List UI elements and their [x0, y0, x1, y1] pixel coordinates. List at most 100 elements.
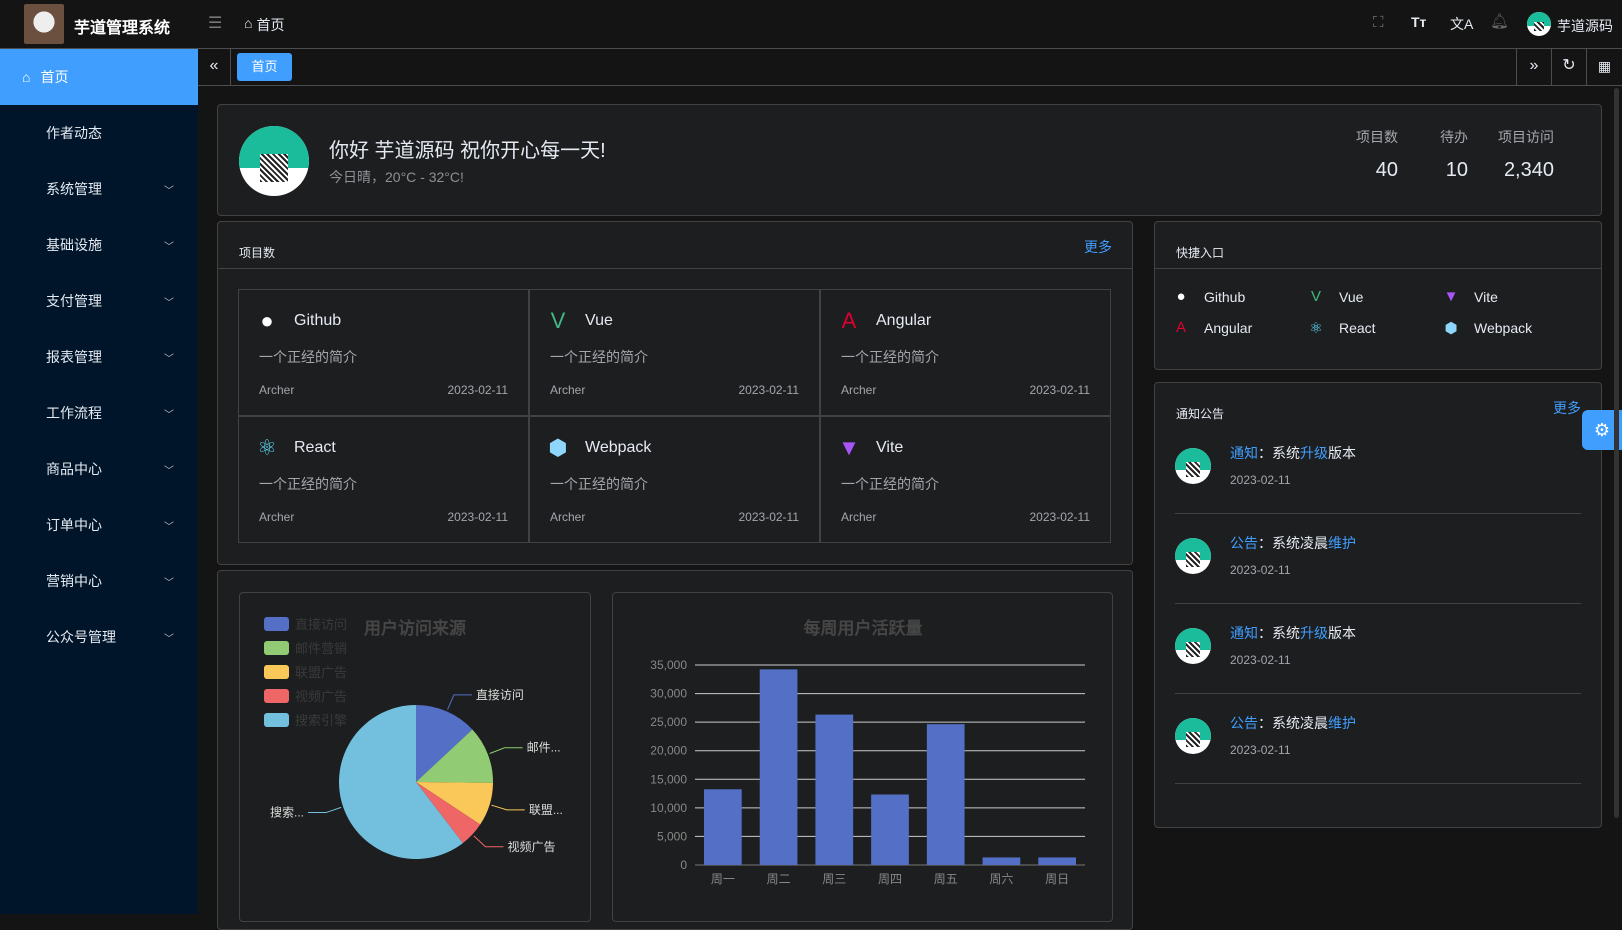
shortcut-link[interactable]: ⬢ Webpack	[1442, 319, 1532, 337]
scroll-left-icon[interactable]: «	[198, 49, 231, 85]
webpack-icon: ⬢	[1444, 320, 1458, 337]
project-date: 2023-02-11	[738, 510, 800, 524]
notices-card: 通知公告 更多 通知：系统升级版本 2023-02-11 公告：系统凌晨维护 2…	[1154, 382, 1602, 828]
fullscreen-icon[interactable]: ⛶	[1373, 14, 1384, 31]
project-date: 2023-02-11	[447, 383, 509, 397]
scroll-right-icon[interactable]: »	[1516, 49, 1551, 85]
y-tick-label: 35,000	[650, 658, 687, 672]
y-tick-label: 20,000	[650, 744, 687, 758]
greeting: 你好 芋道源码 祝你开心每一天!	[329, 140, 606, 162]
project-name: Vite	[876, 439, 904, 456]
legend-label: 邮件营销	[295, 641, 347, 656]
github-icon: ●	[260, 308, 274, 333]
chevron-down-icon: ﹀	[164, 353, 174, 365]
legend-label: 搜索引擎	[295, 713, 347, 728]
bar-title: 每周用户活跃量	[804, 618, 923, 638]
project-card[interactable]: ● Github 一个正经的简介 Archer 2023-02-11	[238, 289, 529, 416]
chevron-down-icon: ﹀	[164, 577, 174, 589]
project-name: Github	[294, 312, 342, 329]
divider	[1175, 693, 1581, 694]
angular-icon: A	[1175, 319, 1186, 336]
scrollbar[interactable]	[1614, 88, 1619, 818]
legend-swatch	[264, 665, 289, 679]
refresh-icon[interactable]: ↻	[1551, 49, 1586, 85]
sidebar-item[interactable]: 系统管理 ﹀	[0, 161, 198, 217]
vite-icon: ▼	[1443, 288, 1459, 305]
sidebar-item[interactable]: 报表管理 ﹀	[0, 329, 198, 385]
divider	[1175, 513, 1581, 514]
sidebar-item[interactable]: 基础设施 ﹀	[0, 217, 198, 273]
notice-title[interactable]: 通知：系统升级版本	[1230, 445, 1356, 461]
projects-more-link[interactable]: 更多	[1084, 239, 1112, 255]
project-author: Archer	[841, 383, 877, 397]
vue-icon: V	[550, 308, 566, 333]
shortcut-link[interactable]: ● Github	[1172, 288, 1245, 305]
project-desc: 一个正经的简介	[841, 349, 939, 365]
y-tick-label: 10,000	[650, 801, 687, 815]
slice-label: 搜索...	[270, 805, 304, 820]
x-tick-label: 周六	[989, 872, 1013, 886]
project-desc: 一个正经的简介	[841, 476, 939, 492]
sidebar-item-label: 订单中心	[46, 517, 102, 533]
sidebar-item[interactable]: 公众号管理 ﹀	[0, 609, 198, 665]
shortcut-link[interactable]: ⚛ React	[1307, 319, 1375, 337]
y-tick-label: 30,000	[650, 687, 687, 701]
y-tick-label: 25,000	[650, 715, 687, 729]
shortcut-link[interactable]: ▼ Vite	[1443, 288, 1498, 305]
legend-swatch	[264, 689, 289, 703]
project-card[interactable]: V Vue 一个正经的简介 Archer 2023-02-11	[529, 289, 820, 416]
notice-avatar	[1175, 628, 1211, 664]
user-name[interactable]: 芋道源码	[1557, 18, 1613, 34]
breadcrumb[interactable]: ⌂ 首页	[244, 15, 285, 33]
legend-label: 视频广告	[295, 689, 347, 704]
chevron-down-icon: ﹀	[164, 409, 174, 421]
project-desc: 一个正经的简介	[550, 476, 648, 492]
welcome-avatar	[239, 126, 309, 196]
shortcut-link[interactable]: V Vue	[1307, 288, 1363, 305]
notices-more-link[interactable]: 更多	[1553, 400, 1581, 416]
sidebar-item[interactable]: 作者动态	[0, 105, 198, 161]
notice-title[interactable]: 通知：系统升级版本	[1230, 625, 1356, 641]
notice-date: 2023-02-11	[1230, 473, 1291, 487]
github-icon: ●	[1176, 288, 1186, 305]
notice-title[interactable]: 公告：系统凌晨维护	[1230, 535, 1356, 551]
label-line	[491, 804, 525, 811]
collapse-menu-icon[interactable]: ☰	[208, 15, 223, 32]
user-avatar[interactable]	[1527, 12, 1551, 36]
sidebar-item[interactable]: 订单中心 ﹀	[0, 497, 198, 553]
sidebar-item[interactable]: 营销中心 ﹀	[0, 553, 198, 609]
app-title: 芋道管理系统	[74, 20, 171, 37]
chevron-down-icon: ﹀	[164, 465, 174, 477]
bell-icon[interactable]: 🔔︎	[1490, 13, 1510, 30]
translate-icon[interactable]: 文A	[1450, 16, 1474, 32]
sidebar-item-label: 工作流程	[46, 405, 102, 421]
project-card[interactable]: ▼ Vite 一个正经的简介 Archer 2023-02-11	[820, 416, 1111, 543]
sidebar-item[interactable]: 工作流程 ﹀	[0, 385, 198, 441]
project-card[interactable]: ⚛ React 一个正经的简介 Archer 2023-02-11	[238, 416, 529, 543]
chevron-down-icon: ﹀	[164, 185, 174, 197]
sidebar-item-label: 基础设施	[46, 237, 102, 253]
home-icon: ⌂	[244, 15, 253, 31]
shortcut-link[interactable]: A Angular	[1172, 319, 1252, 336]
sidebar-item-label: 报表管理	[46, 349, 102, 365]
notice-avatar	[1175, 718, 1211, 754]
project-card[interactable]: ⬢ Webpack 一个正经的简介 Archer 2023-02-11	[529, 416, 820, 543]
tab-home[interactable]: 首页	[237, 53, 292, 81]
sidebar-item[interactable]: 支付管理 ﹀	[0, 273, 198, 329]
stat: 项目数 40	[1338, 127, 1398, 182]
divider	[1175, 603, 1581, 604]
notice-avatar	[1175, 538, 1211, 574]
y-tick-label: 5,000	[657, 829, 687, 843]
font-size-icon[interactable]: Tт	[1411, 14, 1427, 30]
stat-value: 40	[1375, 159, 1398, 181]
sidebar-item[interactable]: ⌂ 首页	[0, 49, 198, 105]
x-tick-label: 周二	[767, 872, 791, 886]
grid-menu-icon[interactable]: ▦	[1586, 49, 1622, 85]
notice-avatar	[1175, 448, 1211, 484]
notice-title[interactable]: 公告：系统凌晨维护	[1230, 715, 1356, 731]
sidebar-item-label: 商品中心	[46, 461, 102, 477]
project-card[interactable]: A Angular 一个正经的简介 Archer 2023-02-11	[820, 289, 1111, 416]
project-author: Archer	[550, 510, 586, 524]
sidebar-item[interactable]: 商品中心 ﹀	[0, 441, 198, 497]
x-tick-label: 周日	[1045, 872, 1069, 886]
